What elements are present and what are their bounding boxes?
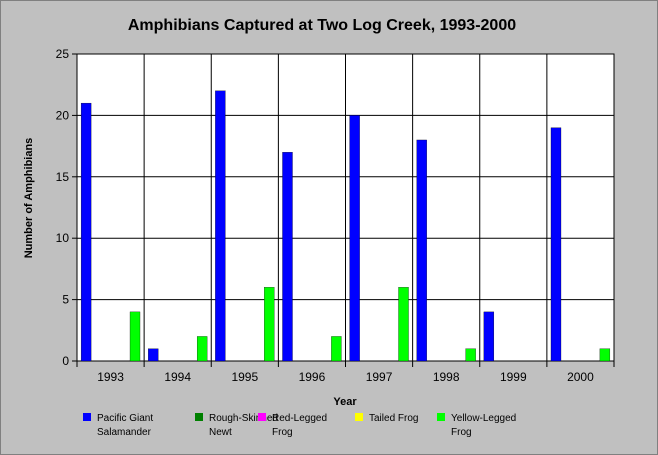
x-tick-label: 2000 bbox=[567, 370, 594, 384]
x-tick-label: 1999 bbox=[500, 370, 527, 384]
bar bbox=[282, 152, 293, 362]
legend-item: Rough-Skinned Newt bbox=[195, 413, 278, 438]
y-tick-label: 15 bbox=[56, 170, 70, 184]
legend-item: Tailed Frog bbox=[355, 413, 418, 424]
bar bbox=[80, 102, 92, 362]
bar bbox=[550, 127, 562, 362]
legend: Pacific Giant Salamander Rough-Skinned Newt… bbox=[83, 413, 516, 438]
bar bbox=[599, 348, 611, 362]
legend-swatch bbox=[195, 413, 203, 421]
y-tick-label: 20 bbox=[56, 108, 70, 122]
legend-label: Yellow-Legged bbox=[451, 413, 516, 424]
legend-label: Frog bbox=[451, 427, 472, 438]
legend-swatch bbox=[355, 413, 363, 421]
legend-swatch bbox=[83, 413, 91, 421]
y-tick-labels: 0 5 10 15 20 25 bbox=[56, 47, 70, 368]
legend-item: Pacific Giant Salamander bbox=[83, 413, 153, 438]
x-tick-label: 1997 bbox=[366, 370, 393, 384]
bar bbox=[215, 90, 226, 362]
x-tick-label: 1993 bbox=[97, 370, 124, 384]
x-tick-labels: 1993 1994 1995 1996 1997 1998 1999 2000 bbox=[97, 370, 594, 384]
x-tick-label: 1996 bbox=[299, 370, 326, 384]
legend-label: Salamander bbox=[97, 427, 152, 438]
y-tick-label: 25 bbox=[56, 47, 70, 61]
chart-title: Amphibians Captured at Two Log Creek, 19… bbox=[128, 17, 516, 34]
bar bbox=[483, 311, 495, 362]
legend-label: Rough-Skinned bbox=[209, 413, 278, 424]
legend-label: Red-Legged bbox=[272, 413, 327, 424]
bar bbox=[349, 115, 360, 362]
y-axis-label: Number of Amphibians bbox=[23, 138, 35, 259]
bar bbox=[196, 336, 208, 362]
legend-item: Red-Legged Frog bbox=[258, 413, 327, 438]
legend-item: Yellow-Legged Frog bbox=[437, 413, 516, 438]
x-tick-label: 1994 bbox=[164, 370, 191, 384]
bar bbox=[465, 348, 476, 362]
legend-label: Newt bbox=[209, 427, 232, 438]
bar bbox=[398, 287, 409, 362]
y-tick-label: 5 bbox=[62, 293, 69, 307]
y-tick-label: 10 bbox=[56, 231, 70, 245]
x-tick-label: 1998 bbox=[433, 370, 460, 384]
y-tick-label: 0 bbox=[62, 354, 69, 368]
legend-swatch bbox=[258, 413, 266, 421]
bar bbox=[129, 311, 141, 362]
bar bbox=[264, 287, 275, 362]
bar bbox=[331, 336, 342, 362]
bar bbox=[416, 139, 427, 362]
bar bbox=[148, 348, 159, 362]
legend-swatch bbox=[437, 413, 445, 421]
x-axis-label: Year bbox=[333, 396, 357, 408]
legend-label: Tailed Frog bbox=[369, 413, 418, 424]
legend-label: Pacific Giant bbox=[97, 413, 153, 424]
bars bbox=[80, 90, 611, 362]
legend-label: Frog bbox=[272, 427, 293, 438]
x-tick-label: 1995 bbox=[231, 370, 258, 384]
grid-lines bbox=[72, 53, 615, 367]
